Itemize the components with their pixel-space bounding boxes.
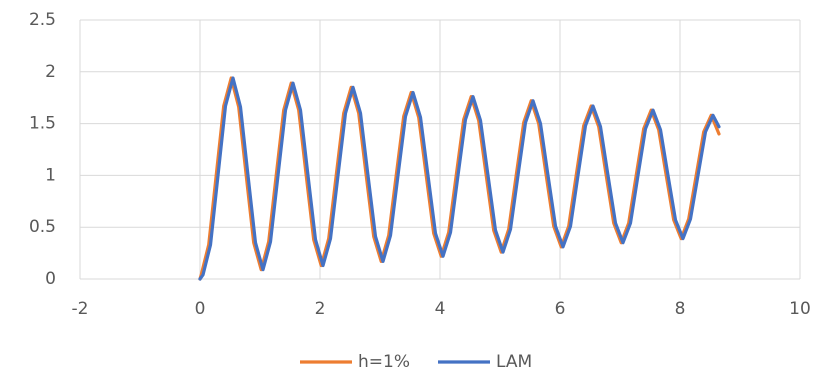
y-tick-label: 2.5 — [29, 10, 56, 30]
series-line — [198, 76, 721, 281]
y-tick-label: 0.5 — [29, 217, 56, 237]
x-tick-label: 10 — [789, 299, 811, 319]
y-tick-label: 0 — [45, 269, 56, 289]
x-tick-label: 2 — [315, 299, 326, 319]
x-tick-label: 8 — [675, 299, 686, 319]
legend-label: LAM — [496, 352, 532, 372]
y-tick-label: 1.5 — [29, 114, 56, 134]
x-tick-label: -2 — [72, 299, 89, 319]
series-line — [198, 76, 721, 281]
legend-label: h=1% — [358, 352, 410, 372]
x-tick-label: 4 — [435, 299, 446, 319]
y-tick-label: 2 — [45, 62, 56, 82]
x-tick-label: 6 — [555, 299, 566, 319]
x-tick-label: 0 — [195, 299, 206, 319]
y-tick-label: 1 — [45, 165, 56, 185]
